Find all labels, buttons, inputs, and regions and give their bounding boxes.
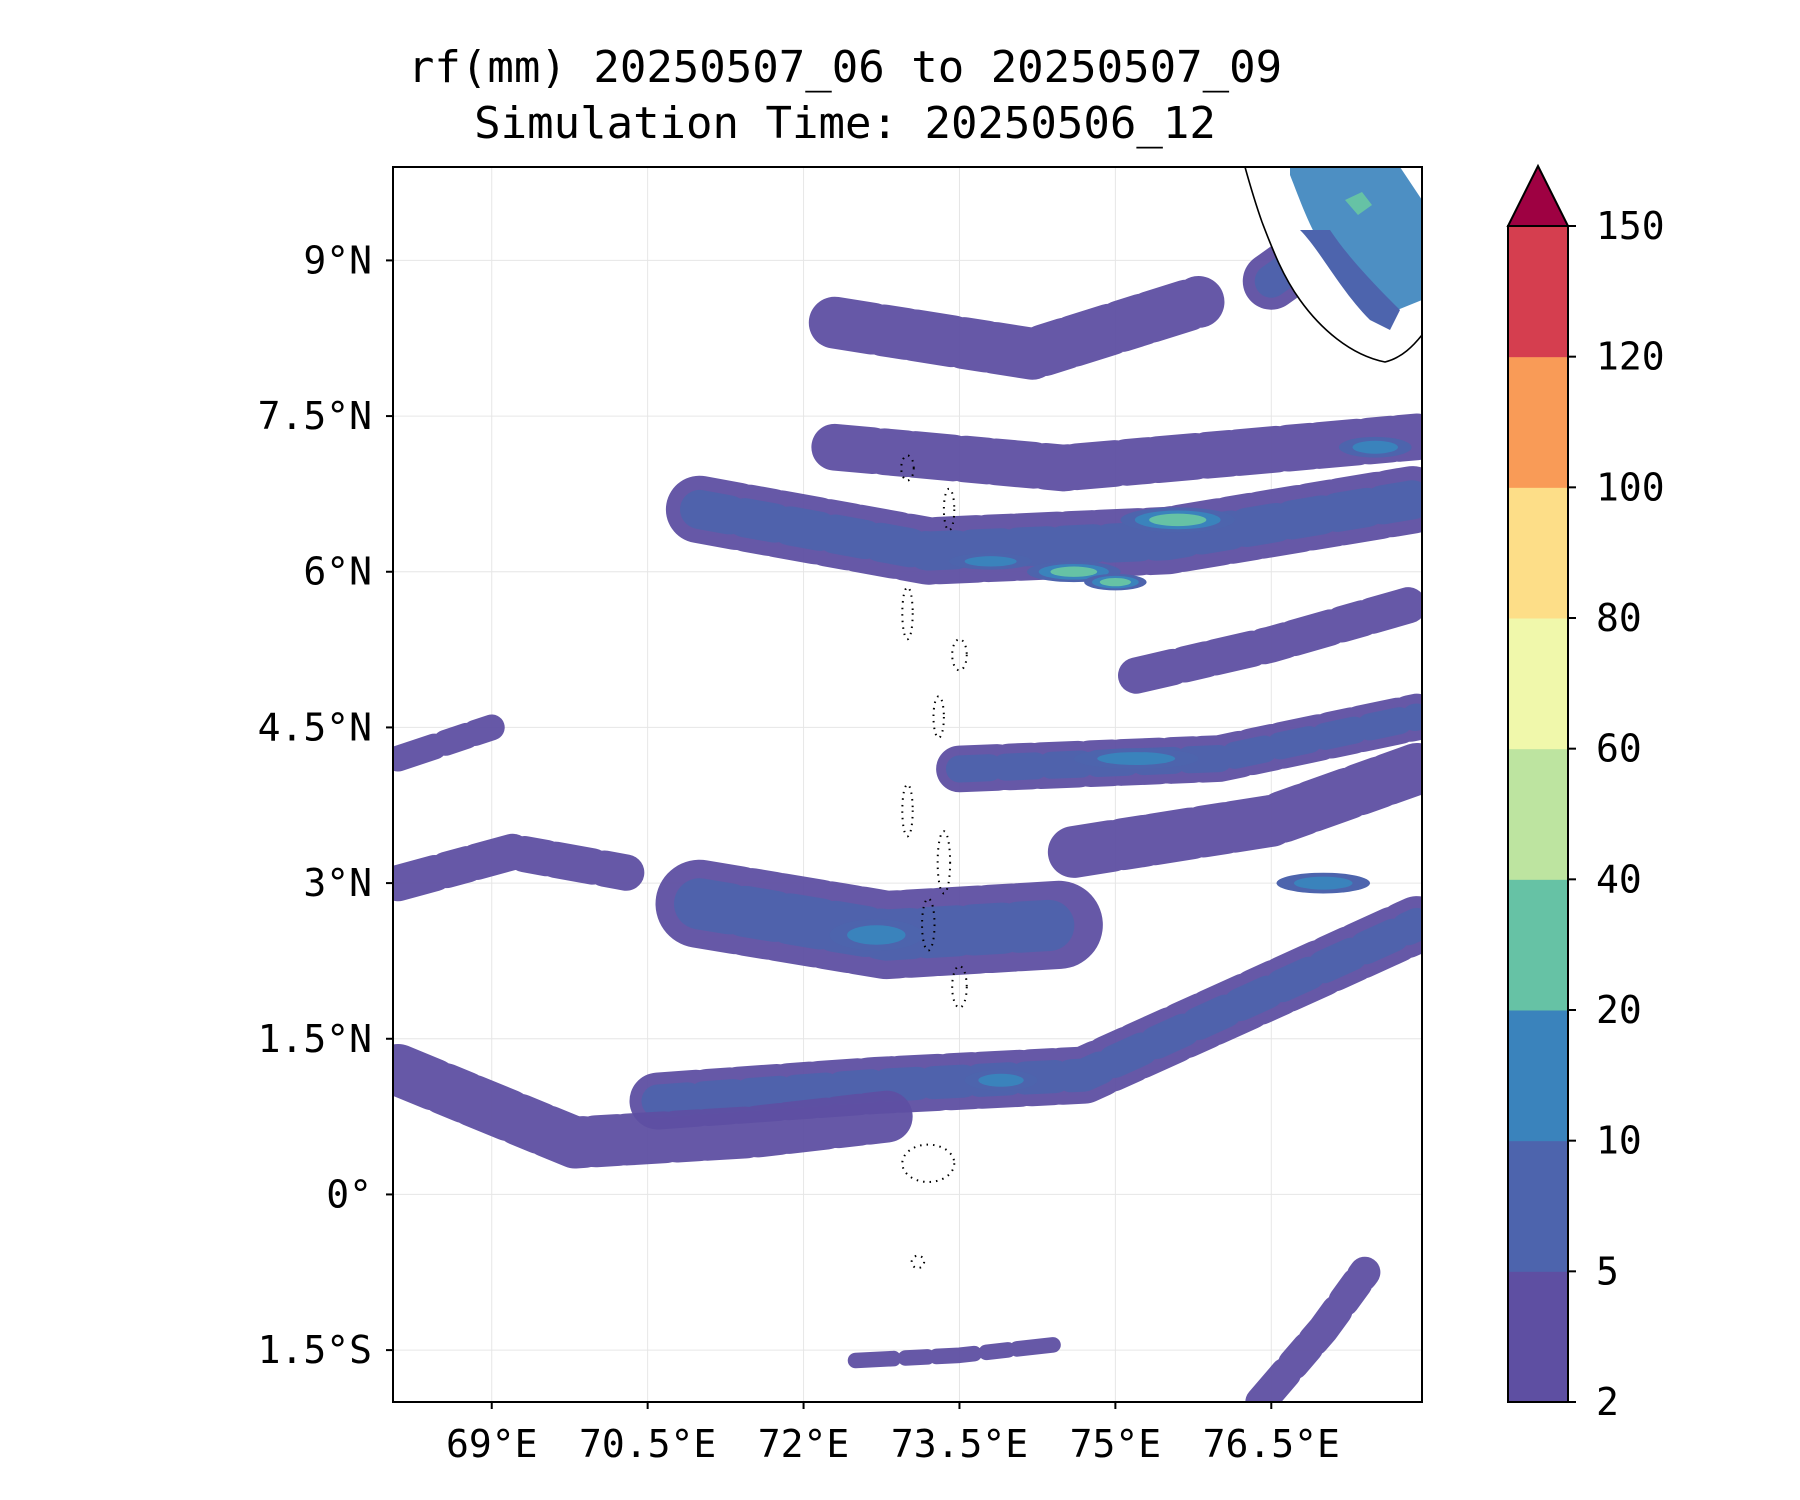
map-title-line-2: Simulation Time: 20250506_12 xyxy=(474,98,1216,149)
land-layer xyxy=(1244,167,1422,363)
colorbar-tick-label: 100 xyxy=(1596,465,1665,509)
atoll-outline xyxy=(900,454,915,482)
colorbar-segment xyxy=(1508,618,1568,750)
colorbar-tick-label: 2 xyxy=(1596,1380,1619,1424)
rain-cell xyxy=(1099,577,1131,587)
longitude-axis: 69°E 70.5°E 72°E 73.5°E 75°E 76.5°E xyxy=(446,1402,1340,1466)
colorbar-tick-label: 80 xyxy=(1596,596,1642,640)
lat-tick-label: 4.5°N xyxy=(258,705,372,749)
lon-tick-label: 72°E xyxy=(758,1422,850,1466)
atoll-outline xyxy=(936,830,952,895)
atoll-outline xyxy=(921,897,936,952)
rain-band xyxy=(811,413,1422,492)
rain-band xyxy=(393,1043,913,1169)
rain-band xyxy=(680,479,1422,571)
colorbar-segment xyxy=(1508,1010,1568,1142)
colorbar-frame xyxy=(1507,225,1569,1403)
colorbar-segment xyxy=(1508,356,1568,488)
colorbar-segment xyxy=(1508,1140,1568,1272)
rain-cell xyxy=(847,925,906,945)
colorbar-tick-label: 120 xyxy=(1596,335,1665,379)
rain-cell xyxy=(1294,876,1353,890)
coastal-rain-peak xyxy=(1345,192,1372,215)
lon-tick-label: 69°E xyxy=(446,1422,538,1466)
map-frame xyxy=(392,166,1423,1403)
rain-band xyxy=(847,1337,1061,1369)
rain-band xyxy=(808,275,1225,380)
colorbar-tick-label: 40 xyxy=(1596,857,1642,901)
lon-tick-label: 75°E xyxy=(1070,1422,1162,1466)
colorbar-extend-arrow xyxy=(1506,163,1570,227)
rain-cell xyxy=(1149,513,1207,527)
colorbar: 2 5 10 20 40 60 80 100 120 150 xyxy=(1506,163,1665,1424)
colorbar-tick-label: 20 xyxy=(1596,988,1642,1032)
atoll-outline xyxy=(942,487,956,532)
lat-tick-label: 7.5°N xyxy=(258,394,372,438)
rain-cell xyxy=(1097,752,1176,766)
atoll-outline xyxy=(932,695,945,739)
rain-cell xyxy=(964,556,1017,567)
rain-band xyxy=(945,703,1422,783)
gridlines xyxy=(393,167,1422,1402)
colorbar-tick-label: 150 xyxy=(1596,204,1665,248)
rain-band xyxy=(393,714,505,772)
rain-band xyxy=(1245,1256,1381,1402)
lon-tick-label: 70.5°E xyxy=(579,1422,716,1466)
colorbar-segment xyxy=(1508,226,1568,358)
lon-tick-label: 73.5°E xyxy=(891,1422,1028,1466)
rain-band xyxy=(1047,742,1422,878)
lat-tick-label: 9°N xyxy=(303,238,372,282)
lat-tick-label: 3°N xyxy=(303,861,372,905)
rain-cell xyxy=(1352,440,1398,454)
colorbar-segment xyxy=(1508,487,1568,619)
atoll-outline xyxy=(951,965,968,1009)
atoll-outline xyxy=(901,783,914,838)
atoll-outline xyxy=(910,1254,926,1270)
map-title-line-1: rf(mm) 20250507_06 to 20250507_09 xyxy=(407,42,1283,93)
lat-tick-label: 1.5°N xyxy=(258,1017,372,1061)
lat-tick-label: 0° xyxy=(326,1172,372,1216)
colorbar-segment xyxy=(1508,879,1568,1011)
atoll-outline xyxy=(951,638,968,672)
rain-cell xyxy=(1050,566,1098,577)
rainfall-field xyxy=(393,167,1422,1402)
atoll-outline xyxy=(901,586,914,641)
coastal-rain-overlay xyxy=(1290,167,1422,315)
colorbar-segment xyxy=(1508,748,1568,880)
lat-tick-label: 6°N xyxy=(303,550,372,594)
colorbar-tick-label: 10 xyxy=(1596,1119,1642,1163)
lat-tick-label: 1.5°S xyxy=(258,1328,372,1372)
rain-band xyxy=(393,833,646,902)
rain-band xyxy=(1118,584,1422,694)
rain-cell xyxy=(978,1073,1024,1087)
maldives-atolls xyxy=(900,454,968,1270)
atoll-outline xyxy=(901,1143,956,1183)
coastal-rain-core xyxy=(1300,230,1400,330)
colorbar-tick-label: 5 xyxy=(1596,1249,1619,1293)
colorbar-tick-label: 60 xyxy=(1596,727,1642,771)
lon-tick-label: 76.5°E xyxy=(1203,1422,1340,1466)
latitude-axis: 9°N 7.5°N 6°N 4.5°N 3°N 1.5°N 0° 1.5°S xyxy=(258,238,393,1372)
colorbar-segment xyxy=(1508,1271,1568,1403)
